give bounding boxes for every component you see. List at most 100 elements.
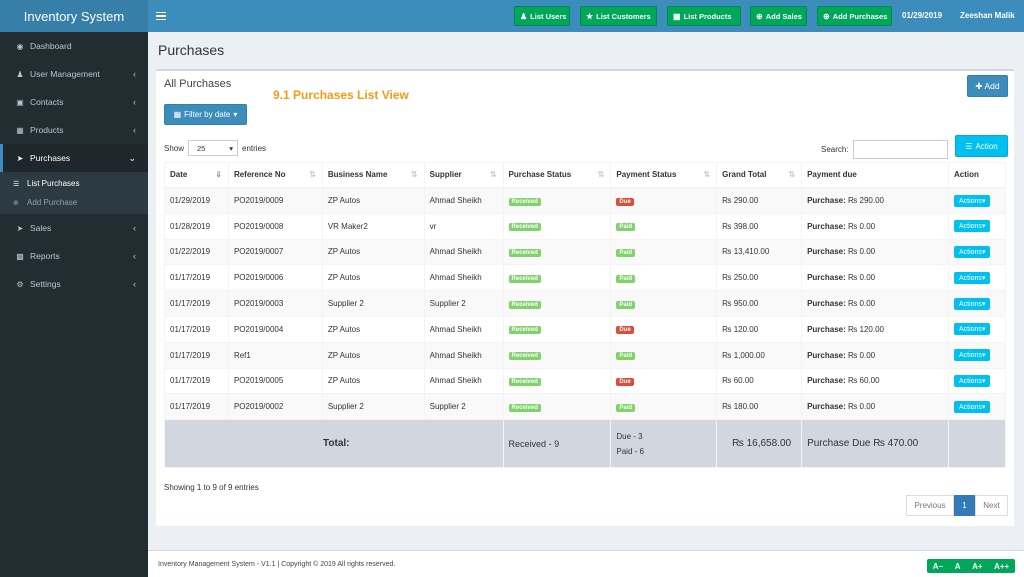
- payment-status-badge[interactable]: Paid: [616, 403, 636, 412]
- column-header-action: Action: [947, 162, 1007, 189]
- cell-reference: PO2019/0005: [227, 367, 323, 395]
- search-control: Search:: [821, 140, 948, 159]
- cell-payment-status: Paid: [610, 212, 718, 240]
- column-header-payment-status[interactable]: Payment Status ⇅: [610, 162, 718, 189]
- font-increase-button[interactable]: A+: [972, 561, 983, 571]
- row-actions-button[interactable]: Actions▾: [953, 323, 991, 336]
- cell-supplier: Supplier 2: [423, 393, 504, 421]
- chevron-left-icon: ‹: [133, 251, 136, 261]
- cell-date: 01/17/2019: [164, 393, 229, 421]
- total-empty-cell: [947, 419, 1007, 469]
- pagination-previous[interactable]: Previous: [906, 495, 954, 516]
- cell-payment-status: Paid: [610, 264, 718, 292]
- column-header-reference[interactable]: Reference No ⇅: [227, 162, 323, 189]
- purchase-status-badge: Received: [508, 326, 541, 335]
- row-actions-button[interactable]: Actions▾: [953, 349, 991, 362]
- column-header-purchase-status[interactable]: Purchase Status ⇅: [502, 162, 612, 189]
- sidebar-item-settings[interactable]: ⚙ Settings ‹: [0, 270, 148, 298]
- cell-grand-total: ₨ 398.00: [716, 212, 803, 240]
- current-date: 01/29/2019: [902, 11, 943, 20]
- payment-status-badge[interactable]: Paid: [616, 248, 636, 257]
- total-payment-counts: Due - 3 Paid - 6: [610, 419, 718, 469]
- filter-by-date-button[interactable]: ▦ Filter by date ▾: [164, 104, 247, 125]
- app-logo[interactable]: Inventory System: [0, 0, 148, 32]
- list-users-button[interactable]: ♟ List Users: [514, 6, 570, 26]
- sidebar-item-contacts[interactable]: ▣ Contacts ‹: [0, 88, 148, 116]
- column-header-business[interactable]: Business Name ⇅: [321, 162, 425, 189]
- cell-supplier: Ahmad Sheikh: [423, 264, 504, 292]
- cell-payment-due: Purchase: ₨ 0.00: [801, 212, 949, 240]
- table-row: 01/17/2019 PO2019/0004 ZP Autos Ahmad Sheik…: [164, 315, 1007, 343]
- arrow-circle-icon: ➤: [16, 153, 24, 163]
- payment-status-badge[interactable]: Due: [616, 197, 634, 206]
- font-decrease-button[interactable]: A−: [932, 561, 944, 571]
- cell-date: 01/17/2019: [164, 315, 229, 343]
- table-action-button[interactable]: ☰ Action: [955, 135, 1008, 157]
- list-customers-button[interactable]: ★ List Customers: [580, 6, 657, 26]
- table-row: 01/17/2019 PO2019/0002 Supplier 2 Supplier …: [164, 393, 1007, 421]
- payment-status-badge[interactable]: Paid: [616, 223, 636, 232]
- gear-icon: ⚙: [16, 279, 24, 289]
- column-header-date[interactable]: Date ⇓: [164, 162, 229, 189]
- table-row: 01/29/2019 PO2019/0009 ZP Autos Ahmad Sheik…: [164, 187, 1007, 214]
- user-menu[interactable]: Zeeshan Malik: [960, 11, 1015, 20]
- pagination-next[interactable]: Next: [975, 495, 1008, 516]
- sidebar-item-products[interactable]: ▦ Products ‹: [0, 116, 148, 144]
- add-sales-button[interactable]: ⊕ Add Sales: [750, 6, 807, 26]
- row-actions-button[interactable]: Actions▾: [953, 245, 991, 258]
- sidebar-item-user-management[interactable]: ♟ User Management ‹: [0, 60, 148, 88]
- sort-icon: ⇅: [788, 170, 796, 180]
- purchase-status-badge: Received: [508, 274, 541, 283]
- payment-status-badge[interactable]: Paid: [616, 300, 636, 309]
- purchases-box: All Purchases 9.1 Purchases List View ✚ A…: [156, 69, 1014, 526]
- entries-select[interactable]: 25 ▾: [188, 140, 239, 156]
- payment-status-badge[interactable]: Paid: [616, 274, 636, 283]
- cell-reference: PO2019/0008: [227, 212, 323, 240]
- sidebar-item-sales[interactable]: ➤ Sales ‹: [0, 214, 148, 242]
- add-purchase-button[interactable]: ✚ Add: [967, 75, 1008, 97]
- cell-purchase-status: Received: [502, 187, 612, 214]
- annotation-caption: 9.1 Purchases List View: [273, 88, 409, 102]
- cell-action: Actions▾: [947, 187, 1007, 214]
- cell-business: Supplier 2: [321, 290, 425, 317]
- row-actions-button[interactable]: Actions▾: [953, 194, 991, 207]
- caret-down-icon: ▾: [981, 377, 986, 385]
- total-due-count: Due - 3: [616, 431, 643, 441]
- font-increase-more-button[interactable]: A++: [994, 561, 1010, 571]
- cell-purchase-status: Received: [502, 341, 612, 369]
- row-actions-button[interactable]: Actions▾: [953, 271, 991, 284]
- total-received: Received - 9: [502, 419, 612, 469]
- row-actions-button[interactable]: Actions▾: [953, 400, 991, 413]
- sidebar-item-add-purchase[interactable]: ⊕ Add Purchase: [13, 198, 78, 207]
- row-actions-button[interactable]: Actions▾: [953, 297, 991, 310]
- calendar-icon: ▦: [173, 110, 182, 119]
- list-products-button[interactable]: ▦ List Products: [667, 6, 741, 26]
- sidebar-item-purchases[interactable]: ➤ Purchases ⌄: [0, 144, 148, 172]
- search-input[interactable]: [852, 140, 948, 159]
- cell-date: 01/29/2019: [164, 187, 229, 214]
- cell-business: ZP Autos: [321, 367, 425, 395]
- payment-status-badge[interactable]: Due: [616, 326, 634, 335]
- pagination-page-1[interactable]: 1: [954, 495, 975, 516]
- column-header-grand-total[interactable]: Grand Total ⇅: [716, 162, 803, 189]
- plus-icon: ✚: [975, 80, 983, 91]
- payment-status-badge[interactable]: Due: [616, 377, 634, 386]
- sidebar-item-list-purchases[interactable]: ☰ List Purchases: [13, 179, 80, 188]
- payment-status-badge[interactable]: Paid: [616, 352, 636, 361]
- chevron-left-icon: ‹: [133, 97, 136, 107]
- column-header-supplier[interactable]: Supplier ⇅: [423, 162, 504, 189]
- add-purchases-button[interactable]: ⊕ Add Purchases: [817, 6, 892, 26]
- cell-grand-total: ₨ 1,000.00: [716, 341, 803, 369]
- caret-down-icon: ▾: [981, 223, 986, 231]
- cubes-icon: ▦: [16, 125, 24, 135]
- sidebar-toggle-icon[interactable]: [156, 9, 166, 23]
- row-actions-button[interactable]: Actions▾: [953, 220, 991, 233]
- row-actions-button[interactable]: Actions▾: [953, 374, 991, 387]
- sidebar: ◉ Dashboard ♟ User Management ‹ ▣ Contacts …: [0, 32, 148, 577]
- cell-business: ZP Autos: [321, 341, 425, 369]
- table-info: Showing 1 to 9 of 9 entries: [164, 483, 259, 492]
- sidebar-item-reports[interactable]: ▩ Reports ‹: [0, 242, 148, 270]
- sidebar-item-dashboard[interactable]: ◉ Dashboard: [0, 32, 148, 60]
- top-navbar: Inventory System ♟ List Users ★ List Custo…: [0, 0, 1024, 32]
- font-reset-button[interactable]: A: [954, 561, 961, 571]
